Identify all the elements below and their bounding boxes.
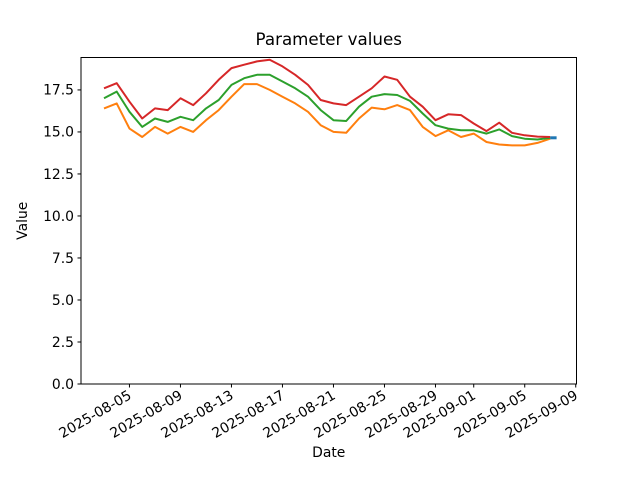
chart-title: Parameter values xyxy=(256,29,402,49)
y-tick-label: 10.0 xyxy=(43,209,74,225)
series-line-green xyxy=(103,73,551,141)
series-line-orange xyxy=(103,83,551,147)
y-tick-label: 12.5 xyxy=(43,167,74,183)
y-tick-label: 0.0 xyxy=(52,377,74,393)
series-layer xyxy=(103,58,557,147)
y-tick-label: 5.0 xyxy=(52,293,74,309)
y-tick-label: 15.0 xyxy=(43,125,74,141)
y-tick-label: 7.5 xyxy=(52,251,74,267)
y-tick-label: 17.5 xyxy=(43,83,74,99)
y-axis-label: Value xyxy=(15,202,31,240)
series-line-red xyxy=(103,58,551,138)
x-axis-label: Date xyxy=(312,445,345,461)
y-tick-label: 2.5 xyxy=(52,335,74,351)
plot-area-border xyxy=(80,57,577,385)
